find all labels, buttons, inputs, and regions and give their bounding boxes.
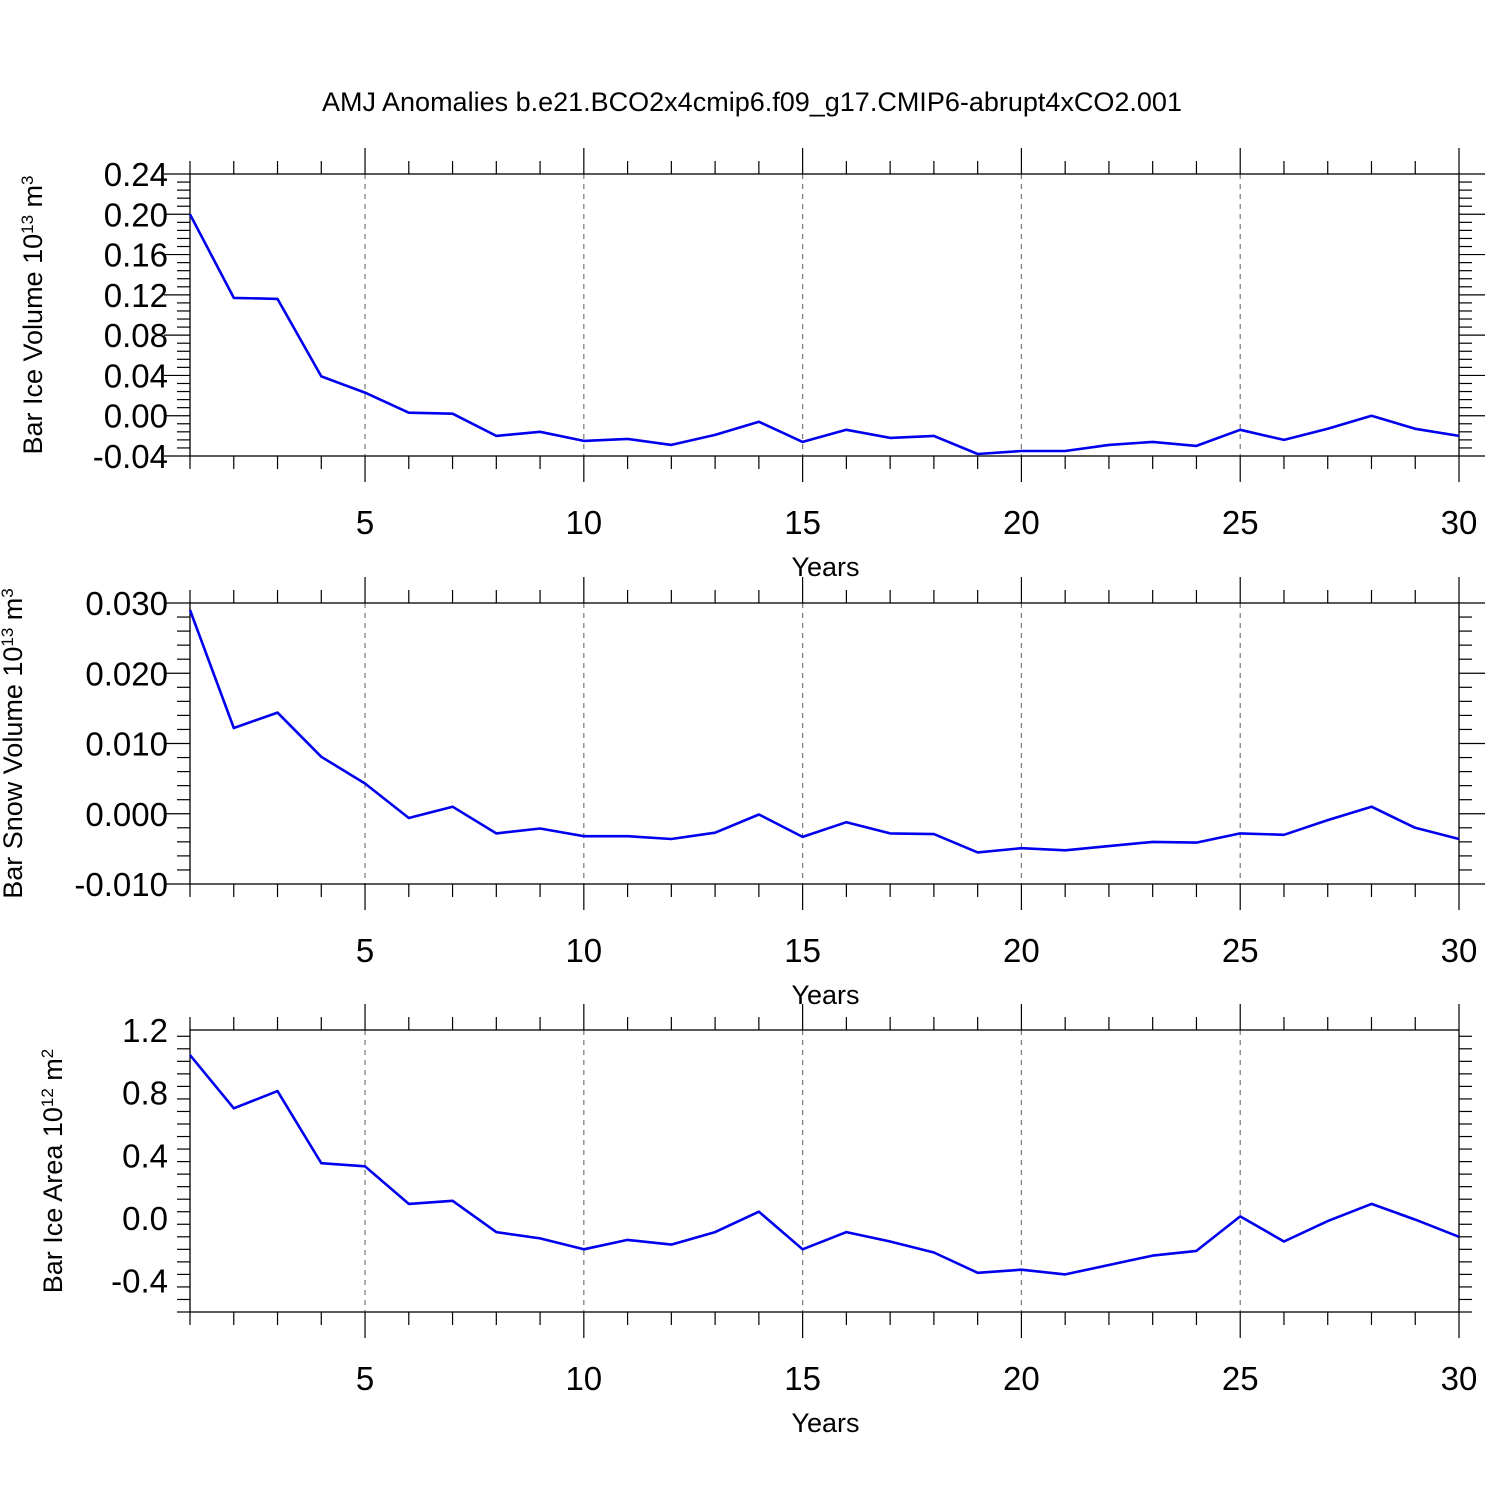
y-axis-label-text: m	[38, 1058, 68, 1088]
panel-1: 5 10 15 20 25 30 -0.040.00 0.040.080.120.16 0.20…	[18, 148, 1485, 582]
y-axis-label-text: Bar Ice Area 10	[38, 1107, 68, 1293]
panel-2: 5 10 15 20 25 30 -0.010 0.000 0.010 0.020 0.030 Yea…	[0, 577, 1485, 1010]
x-tick-label: 20	[1003, 504, 1040, 541]
x-axis-label: Years	[791, 980, 859, 1010]
x-tick-label: 10	[565, 504, 602, 541]
y-axis-label-superscript: 3	[0, 588, 17, 597]
y-axis-label-text: m	[0, 598, 28, 628]
y-tick-label: -0.010	[74, 866, 168, 903]
x-tick-label: 25	[1222, 932, 1259, 969]
x-tick-label: 30	[1441, 932, 1478, 969]
y-tick-label: 0.020	[85, 655, 168, 692]
y-tick-label: 0.12	[104, 277, 168, 314]
y-axis-label-text: m	[18, 185, 48, 215]
y-axis-label-text: Bar Ice Volume 10	[18, 234, 48, 455]
y-axis-label-text: Bar Snow Volume 10	[0, 647, 28, 899]
x-tick-label: 15	[784, 932, 821, 969]
y-tick-label: 0.04	[104, 357, 168, 394]
figure-title: AMJ Anomalies b.e21.BCO2x4cmip6.f09_g17.…	[322, 87, 1182, 117]
y-tick-label: 0.030	[85, 585, 168, 622]
x-tick-label: 10	[565, 932, 602, 969]
y-tick-label: 0.08	[104, 317, 168, 354]
x-tick-label: 15	[784, 1360, 821, 1397]
y-axis-label-superscript: 13	[18, 215, 37, 234]
panels: 5 10 15 20 25 30-0.040.000.040.080.120.160.20…	[0, 148, 1485, 1438]
y-tick-label: -0.04	[93, 438, 168, 475]
x-tick-label: 20	[1003, 1360, 1040, 1397]
y-tick-label: 0.010	[85, 726, 168, 763]
plot-frame	[189, 1029, 1460, 1313]
x-tick-label: 30	[1441, 1360, 1478, 1397]
y-axis-label-superscript: 3	[18, 175, 37, 184]
x-tick-label: 30	[1441, 504, 1478, 541]
y-axis-label-superscript: 12	[38, 1088, 57, 1107]
y-axis-label: Bar Snow Volume 1013 m3	[0, 588, 28, 899]
x-tick-label: 10	[565, 1360, 602, 1397]
x-tick-label: 25	[1222, 1360, 1259, 1397]
panel-3: 5 10 15 20 25 30 -0.4 0.0 0.4 0.8 1.2 Years Bar Ice …	[38, 1004, 1478, 1438]
series-line	[188, 213, 1460, 456]
y-tick-label: 0.8	[122, 1075, 168, 1112]
x-tick-label: 5	[356, 932, 374, 969]
y-tick-label: 1.2	[122, 1012, 168, 1049]
y-tick-label: 0.0	[122, 1200, 168, 1237]
y-tick-label: 0.000	[85, 796, 168, 833]
x-tick-label: 15	[784, 504, 821, 541]
plot-frame	[189, 602, 1460, 885]
x-tick-label: 20	[1003, 932, 1040, 969]
y-tick-label: 0.24	[104, 156, 168, 193]
y-tick-label: 0.20	[104, 196, 168, 233]
x-tick-label: 5	[356, 504, 374, 541]
series-line	[188, 609, 1460, 854]
y-tick-label: -0.4	[111, 1263, 168, 1300]
y-axis-label: Bar Ice Volume 1013 m3	[18, 175, 49, 454]
y-axis-label-superscript: 13	[0, 628, 17, 647]
y-tick-label: 0.00	[104, 398, 168, 435]
x-axis-label: Years	[791, 552, 859, 582]
x-tick-label: 25	[1222, 504, 1259, 541]
x-tick-label: 5	[356, 1360, 374, 1397]
x-axis-label: Years	[791, 1408, 859, 1438]
y-axis-label-superscript: 2	[38, 1049, 57, 1058]
plot-frame	[189, 173, 1460, 457]
y-axis-label: Bar Ice Area 1012 m2	[38, 1049, 69, 1294]
y-tick-label: 0.16	[104, 237, 168, 274]
series-line	[188, 1054, 1460, 1276]
y-tick-label: 0.4	[122, 1137, 168, 1174]
